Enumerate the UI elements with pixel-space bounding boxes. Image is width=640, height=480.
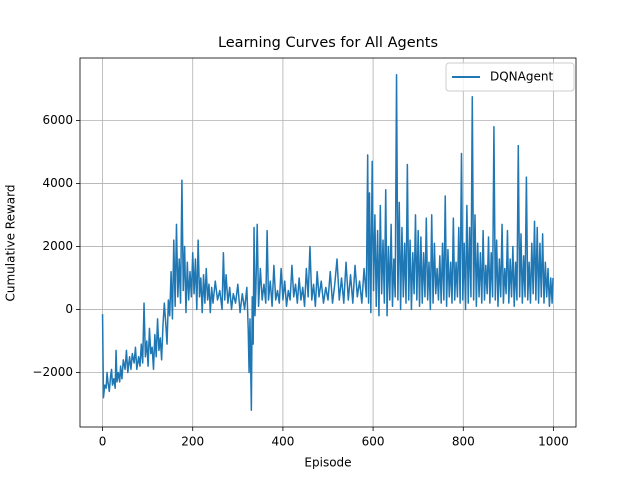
x-tick-label: 600 [362,435,385,449]
legend-box [445,62,575,92]
x-tick-label: 1000 [538,435,569,449]
x-tick-label: 800 [452,435,475,449]
y-tick-label: −2000 [32,365,73,379]
y-tick-label: 0 [65,302,73,316]
data-line [101,73,554,412]
chart-title: Learning Curves for All Agents [218,35,438,51]
x-tick-label: 200 [181,435,204,449]
y-tick-label: 4000 [42,176,73,190]
x-axis-label: Episode [304,456,351,470]
y-axis-label: Cumulative Reward [4,185,18,302]
x-tick-label: 400 [271,435,294,449]
legend-label: DQNAgent [490,70,553,84]
plot-frame [79,57,577,428]
y-tick-label: 6000 [42,113,73,127]
y-tick-label: 2000 [42,239,73,253]
x-tick-label: 0 [99,435,107,449]
